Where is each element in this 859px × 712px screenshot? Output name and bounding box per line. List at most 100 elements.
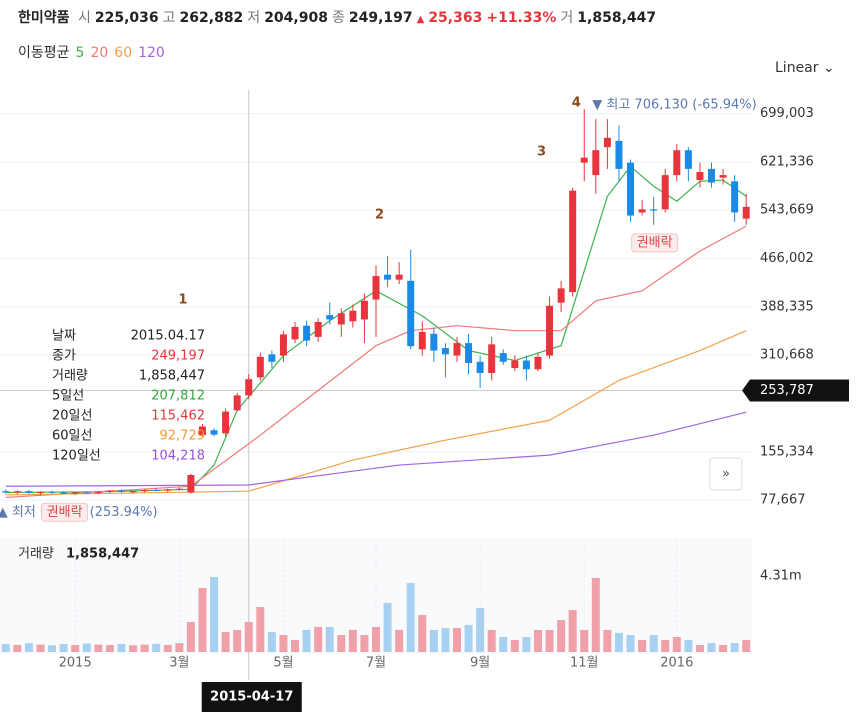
- candle-body: [731, 181, 739, 213]
- candle-body: [210, 430, 218, 435]
- candle-body: [337, 313, 345, 325]
- tooltip-label: 20일선: [52, 409, 92, 424]
- ma-legend-item: 20: [90, 45, 109, 61]
- candle-body: [279, 334, 287, 356]
- candle-body: [684, 150, 692, 169]
- volume-bar: [695, 644, 704, 652]
- candle-body: [233, 395, 241, 411]
- volume-bar: [59, 644, 68, 652]
- candle-body: [661, 175, 669, 210]
- candle-body: [476, 361, 484, 373]
- volume-bar: [13, 644, 22, 652]
- volume-bar: [94, 644, 103, 652]
- candle-body: [615, 140, 623, 169]
- last-price-tag: [742, 379, 849, 402]
- volume-bar: [719, 644, 728, 652]
- volume-title: 거래량: [18, 547, 54, 562]
- ma-line: [5, 225, 747, 499]
- volume-bar: [429, 629, 438, 652]
- tooltip-value: 115,462: [151, 409, 205, 424]
- y-tick-label: 388,335: [760, 299, 814, 314]
- volume-bar: [244, 622, 253, 652]
- candle-body: [569, 190, 577, 293]
- y-tick-label: 699,003: [760, 106, 814, 121]
- volume-bar: [82, 643, 91, 652]
- field-value: 262,882: [179, 10, 244, 26]
- volume-bar: [672, 637, 681, 652]
- candle-body: [36, 491, 44, 494]
- handwritten-annotation: 3: [537, 145, 546, 160]
- volume-bar: [383, 602, 392, 652]
- candle-body: [187, 475, 195, 493]
- volume-bar: [395, 629, 404, 652]
- scroll-button[interactable]: [709, 457, 743, 491]
- volume-label: 거: [560, 10, 574, 26]
- volume-value: 1,858,447: [577, 10, 657, 26]
- volume-bar: [441, 628, 450, 652]
- candle-body: [349, 310, 357, 322]
- volume-bar: [210, 577, 219, 652]
- volume-bar: [325, 626, 334, 652]
- scale-mode[interactable]: Linear ⌄: [775, 60, 835, 76]
- volume-bar: [175, 643, 184, 652]
- candle-body: [499, 353, 507, 362]
- candle-body: [592, 150, 600, 176]
- y-tick-label: 543,669: [760, 203, 814, 218]
- volume-bar: [233, 629, 242, 652]
- candle-body: [291, 326, 299, 340]
- volume-bar: [186, 622, 195, 652]
- candle-body: [384, 274, 392, 280]
- candle-body: [395, 274, 403, 280]
- volume-bar: [348, 629, 357, 652]
- volume-bar: [452, 628, 461, 652]
- x-tick-label: 11월: [570, 656, 599, 671]
- volume-bar: [499, 637, 508, 652]
- candle-body: [488, 344, 496, 373]
- field-label: 시: [77, 10, 91, 26]
- candle-body: [511, 360, 519, 368]
- candle-body: [696, 171, 704, 181]
- volume-bar: [291, 640, 300, 652]
- volume-bar: [476, 608, 485, 652]
- tooltip-value: 207,812: [151, 389, 205, 404]
- tooltip-label: 5일선: [52, 389, 84, 404]
- candle-body: [60, 492, 68, 494]
- event-box: [41, 502, 89, 522]
- candle-body: [430, 333, 438, 351]
- x-tick-label: 5월: [273, 656, 293, 671]
- volume-bar: [337, 635, 346, 652]
- ma-legend: 이동평균 5 20 60 120: [18, 42, 171, 62]
- tooltip-label: 60일선: [52, 429, 92, 444]
- field-label: 종: [331, 10, 345, 26]
- volume-bar: [163, 644, 172, 652]
- volume-bar: [418, 614, 427, 652]
- tooltip-label: 120일선: [52, 449, 101, 464]
- header: 한미약품 시 225,036 고 262,882 저 204,908 종 249,197 ▲ 25…: [18, 7, 660, 27]
- candle-body: [465, 343, 473, 364]
- x-tick-label: 2015: [59, 656, 92, 671]
- candle-body: [314, 321, 322, 337]
- volume-bar: [557, 620, 566, 652]
- candle-body: [48, 491, 56, 493]
- volume-bar: [707, 643, 716, 652]
- candle-body: [650, 209, 658, 211]
- event-label: 권배락: [637, 235, 673, 250]
- ma-line: [5, 330, 747, 496]
- volume-bar: [302, 629, 311, 652]
- volume-bar: [545, 629, 554, 652]
- change: 25,363: [428, 10, 483, 26]
- volume-bar: [117, 644, 126, 652]
- volume-bar: [533, 629, 542, 652]
- tooltip-value: 92,729: [160, 429, 206, 444]
- y-tick-label: 310,668: [760, 348, 814, 363]
- volume-bar: [267, 632, 276, 652]
- scale-mode-label: Linear: [775, 60, 819, 76]
- candle-body: [742, 206, 750, 219]
- tooltip-label: 날짜: [52, 329, 76, 344]
- candle-body: [418, 331, 426, 350]
- tooltip-value: 2015.04.17: [131, 329, 205, 344]
- volume-bar: [221, 632, 230, 652]
- y-tick-label: 466,002: [760, 251, 814, 266]
- candle-body: [326, 315, 334, 320]
